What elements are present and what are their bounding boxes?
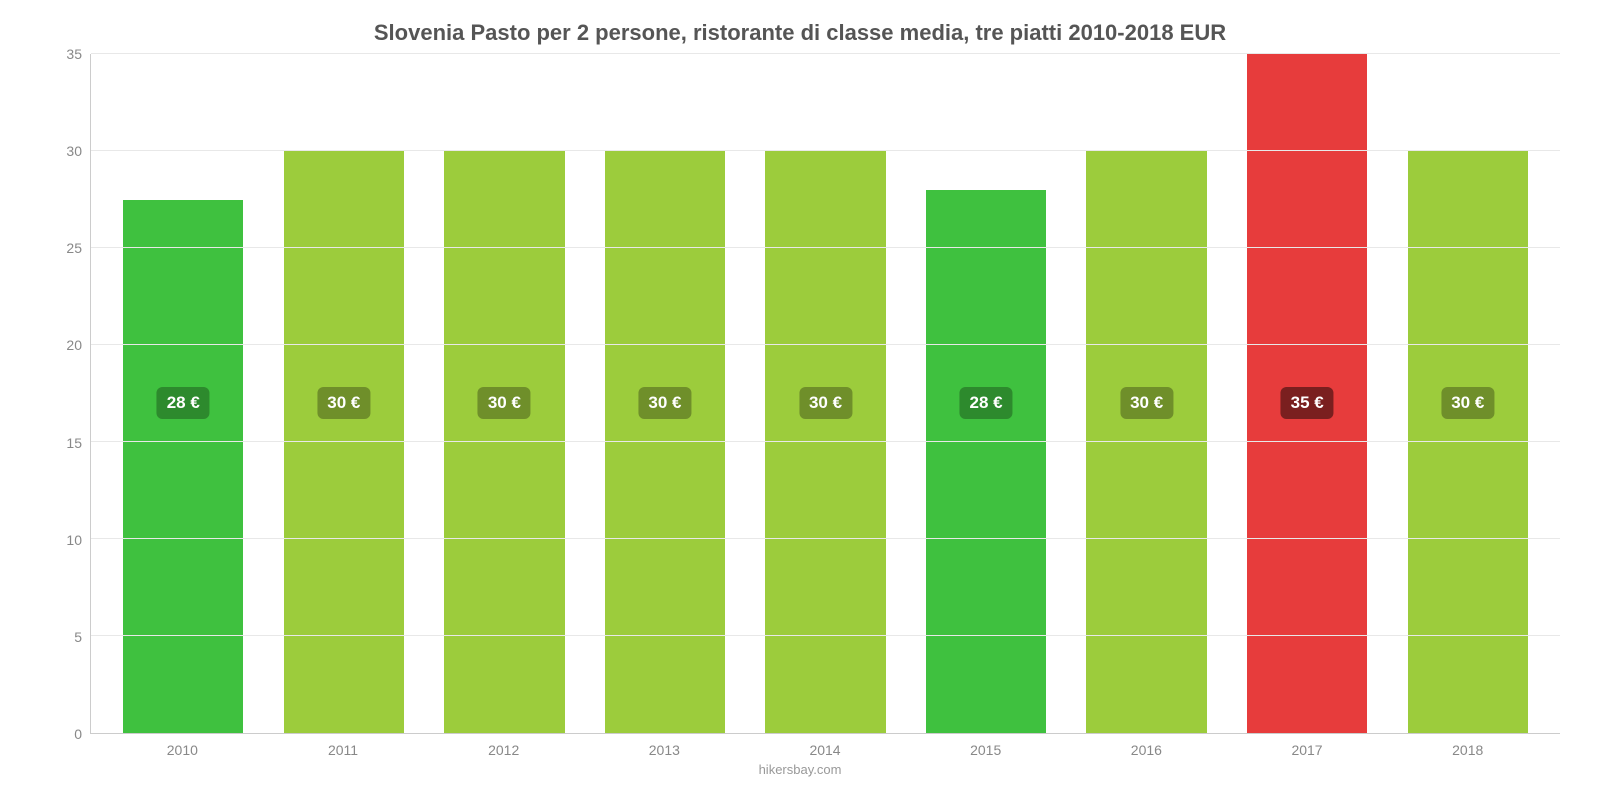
bar-value-badge: 35 € xyxy=(1281,387,1334,419)
x-tick-label: 2017 xyxy=(1227,742,1388,758)
bars-group: 28 € 30 € 30 € 30 € 30 € 28 € 30 € 35 € 30 € xyxy=(91,54,1560,733)
chart-title: Slovenia Pasto per 2 persone, ristorante… xyxy=(40,20,1560,46)
x-tick-label: 2012 xyxy=(423,742,584,758)
x-tick-label: 2011 xyxy=(263,742,424,758)
x-tick-label: 2010 xyxy=(102,742,263,758)
bar-slot: 30 € xyxy=(1388,54,1549,733)
bar-slot: 28 € xyxy=(103,54,264,733)
bar: 28 € xyxy=(926,190,1046,733)
bar-slot: 30 € xyxy=(1066,54,1227,733)
bar-value-badge: 30 € xyxy=(1120,387,1173,419)
x-axis: 201020112012201320142015201620172018 xyxy=(90,734,1560,758)
bar: 30 € xyxy=(1086,151,1206,733)
y-tick-label: 25 xyxy=(66,240,82,256)
bar-value-badge: 28 € xyxy=(960,387,1013,419)
y-tick-label: 5 xyxy=(74,629,82,645)
bar: 30 € xyxy=(765,151,885,733)
x-tick-label: 2013 xyxy=(584,742,745,758)
y-tick-label: 20 xyxy=(66,337,82,353)
y-axis: 05101520253035 xyxy=(40,54,90,734)
y-tick-label: 0 xyxy=(74,726,82,742)
bar-value-badge: 30 € xyxy=(317,387,370,419)
bar-value-badge: 30 € xyxy=(799,387,852,419)
bar: 35 € xyxy=(1247,54,1367,733)
x-tick-label: 2018 xyxy=(1387,742,1548,758)
bar-slot: 30 € xyxy=(745,54,906,733)
bar-value-badge: 28 € xyxy=(157,387,210,419)
bar-value-badge: 30 € xyxy=(638,387,691,419)
y-tick-label: 10 xyxy=(66,532,82,548)
bar-slot: 28 € xyxy=(906,54,1067,733)
bar: 30 € xyxy=(605,151,725,733)
bar-slot: 35 € xyxy=(1227,54,1388,733)
plot-row: 05101520253035 28 €30 €30 €30 €30 €28 €3… xyxy=(40,54,1560,734)
y-tick-label: 15 xyxy=(66,435,82,451)
bar: 30 € xyxy=(284,151,404,733)
bar-slot: 30 € xyxy=(264,54,425,733)
bar: 30 € xyxy=(1408,151,1528,733)
chart-container: Slovenia Pasto per 2 persone, ristorante… xyxy=(0,0,1600,800)
y-tick-label: 35 xyxy=(66,46,82,62)
bar-value-badge: 30 € xyxy=(478,387,531,419)
bar-slot: 30 € xyxy=(424,54,585,733)
bar: 30 € xyxy=(444,151,564,733)
y-tick-label: 30 xyxy=(66,143,82,159)
x-tick-label: 2016 xyxy=(1066,742,1227,758)
bar-slot: 30 € xyxy=(585,54,746,733)
bar: 28 € xyxy=(123,200,243,734)
x-tick-label: 2015 xyxy=(905,742,1066,758)
bar-value-badge: 30 € xyxy=(1441,387,1494,419)
source-label: hikersbay.com xyxy=(40,762,1560,777)
x-tick-label: 2014 xyxy=(745,742,906,758)
plot-area: 28 € 30 € 30 € 30 € 30 € 28 € 30 € 35 € 30 € xyxy=(90,54,1560,734)
